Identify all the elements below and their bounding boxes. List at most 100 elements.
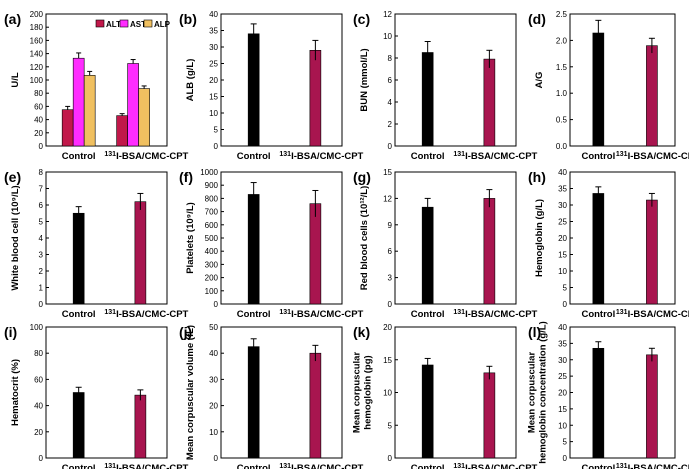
y-tick-label: 1000 [200,168,218,177]
bar-control [592,193,605,305]
y-tick-label: 10 [558,267,567,276]
y-tick-label: 10 [383,32,392,41]
y-tick-label: 30 [209,43,218,52]
y-tick-label: 400 [205,247,219,256]
x-tick-label-control: Control [581,151,615,162]
y-tick-label: 15 [558,251,567,260]
panel-label: (c) [353,11,370,27]
y-tick-label: 1.0 [556,89,568,98]
y-tick-label: 5 [563,438,568,447]
bar-treatment [646,199,658,305]
plot-frame [394,326,517,459]
y-axis-label: Platelets (10⁹/L) [185,202,196,274]
x-tick-label-control: Control [581,309,615,320]
panel-c: 0 2 4 6 8 10 12 (c) BUN (mmol/L) Control 131I-BSA/… [353,10,538,162]
y-tick-label: 50 [209,323,218,332]
y-tick-label: 0 [39,142,44,151]
plot-frame [45,171,168,305]
y-tick-label: 12 [383,194,392,203]
y-tick-label: 100 [30,76,44,85]
y-tick-label: 40 [209,349,218,358]
panel-label: (k) [353,324,370,340]
y-tick-label: 0 [388,300,393,309]
y-tick-label: 35 [558,339,567,348]
x-tick-label-control: Control [62,151,96,162]
x-tick-label-control: Control [237,151,271,162]
y-tick-label: 40 [34,116,43,125]
y-tick-label: 6 [388,247,393,256]
panel-l: 0 5 10 15 20 25 30 35 40 (l)Mean corpuscularhemog… [527,321,689,469]
bar-treatment [134,201,147,305]
panel-label: (a) [4,11,21,27]
bar-alt-treatment [116,115,128,147]
bar-alt-control [61,109,74,147]
y-axis-label: Hemoglobin (g/L) [534,199,545,277]
x-tick-label-treatment: 131I-BSA/CMC-CPT [279,309,363,321]
bar-control [421,206,434,305]
y-tick-label: 10 [383,389,392,398]
panel-e: 0 1 2 3 4 5 6 7 8 (e)White blood cell (10⁹/L) Cont… [4,168,189,320]
x-tick-label-treatment: 131I-BSA/CMC-CPT [616,151,689,163]
panel-label: (b) [179,11,197,27]
panel-label: (d) [528,11,546,27]
y-tick-label: 0 [563,454,568,463]
y-tick-label: 2.0 [556,36,568,45]
y-tick-label: 120 [30,63,44,72]
y-axis-label: Mean corpuscularhemoglobin (pg) [352,352,374,434]
y-tick-label: 900 [205,181,219,190]
y-tick-label: 9 [388,221,393,230]
bar-treatment [646,354,658,459]
bar-control [247,346,260,459]
y-tick-label: 600 [205,221,219,230]
y-tick-label: 12 [383,10,392,19]
bar-treatment [309,352,322,459]
y-axis-label: Mean corpuscularhemoglobin concentration… [527,321,549,464]
y-tick-label: 10 [209,428,218,437]
y-tick-label: 5 [563,284,568,293]
y-axis-label: Red blood cells (10¹²/L) [359,186,370,291]
panel-label: (h) [528,169,546,185]
y-tick-label: 4 [39,234,44,243]
legend-label-ast: AST [130,20,146,29]
y-tick-label: 60 [34,375,43,384]
x-tick-label-control: Control [411,309,445,320]
y-tick-label: 20 [558,234,567,243]
y-tick-label: 15 [383,168,392,177]
bar-control [247,194,260,305]
panel-label: (i) [4,324,17,340]
legend-label-alp: ALP [154,20,171,29]
y-tick-label: 0 [214,454,219,463]
legend-swatch-ast [119,19,129,28]
panel-k: 0 5 10 15 20 (k) Mean corpuscularhemoglobin (p… [352,323,538,469]
y-tick-label: 2 [388,120,393,129]
y-tick-label: 25 [558,218,567,227]
x-tick-label-treatment: 131I-BSA/CMC-CPT [279,463,363,469]
plot-frame [569,326,676,459]
panel-j: 0 10 20 30 40 50 (j)Mean corpuscular volume (f… [179,323,364,469]
y-tick-label: 20 [209,402,218,411]
y-tick-label: 0.5 [556,116,568,125]
panel-label: (g) [353,169,371,185]
bar-treatment [483,58,496,147]
x-tick-label-treatment: 131I-BSA/CMC-CPT [453,463,537,469]
panel-label: (f) [179,169,193,185]
bar-treatment [309,203,322,305]
y-tick-label: 25 [558,372,567,381]
y-tick-label: 100 [205,287,219,296]
bar-control [421,52,434,147]
y-tick-label: 160 [30,36,44,45]
y-tick-label: 0 [388,454,393,463]
plot-frame [220,326,343,459]
y-tick-label: 6 [39,201,44,210]
bar-treatment [483,198,496,305]
x-tick-label-treatment: 131I-BSA/CMC-CPT [104,309,188,321]
bar-control [592,347,605,459]
panel-label: (l) [528,324,541,340]
y-tick-label: 25 [209,60,218,69]
y-axis-label: BUN (mmol/L) [359,48,370,111]
y-axis-label: A/G [534,72,545,89]
x-tick-label-treatment: 131I-BSA/CMC-CPT [616,309,689,321]
y-axis-label: Hematocrit (%) [10,359,21,426]
x-tick-label-control: Control [581,463,615,469]
